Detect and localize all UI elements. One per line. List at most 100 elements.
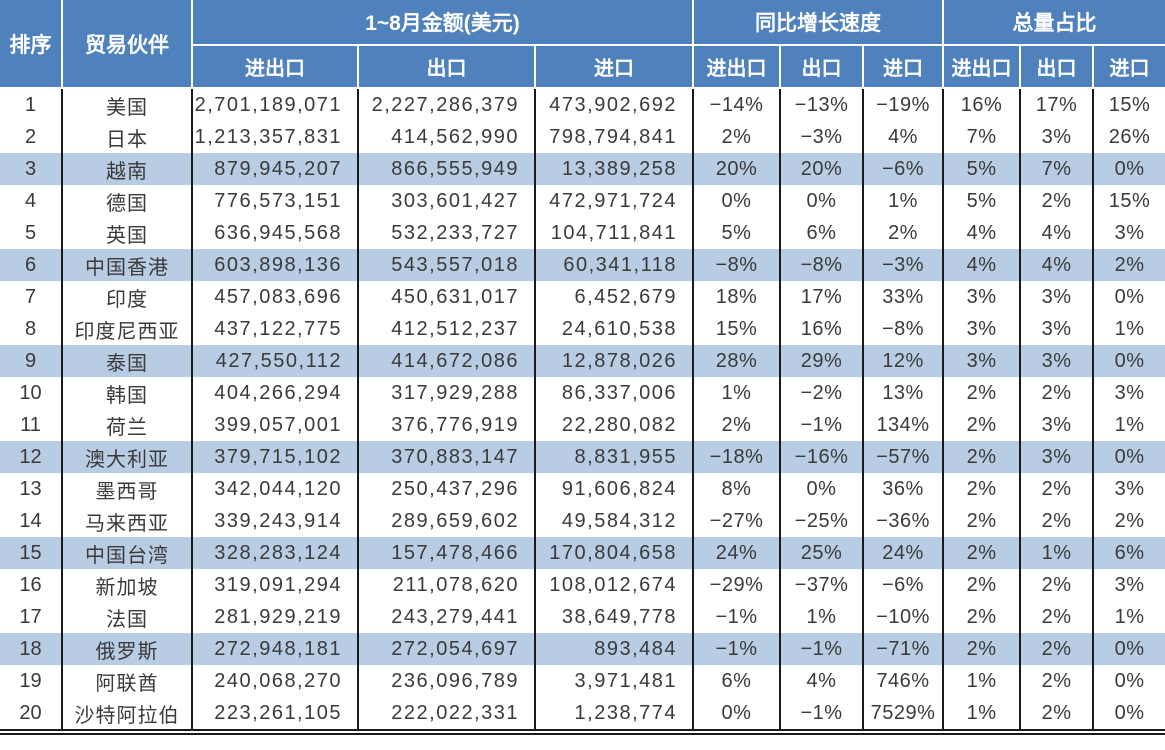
growth-import-cell: −6% [861, 153, 945, 185]
header-share-import: 进口 [1092, 44, 1165, 89]
partner-cell: 新加坡 [61, 569, 193, 601]
growth-import-cell: 13% [861, 377, 945, 409]
amount-export-cell: 450,631,017 [357, 281, 536, 313]
header-growth-import-export: 进出口 [692, 44, 781, 89]
share-export-cell: 3% [1019, 441, 1095, 473]
rank-cell: 19 [0, 665, 63, 697]
header-rank: 排序 [0, 0, 63, 89]
amount-export-cell: 414,672,086 [357, 345, 536, 377]
share-import-cell: 26% [1092, 121, 1165, 153]
share-export-cell: 1% [1019, 537, 1095, 569]
amount-import-export-cell: 223,261,105 [191, 697, 359, 735]
share-export-cell: 3% [1019, 345, 1095, 377]
amount-export-cell: 543,557,018 [357, 249, 536, 281]
header-share-export: 出口 [1019, 44, 1095, 89]
growth-export-cell: 0% [779, 473, 864, 505]
partner-cell: 德国 [61, 185, 193, 217]
rank-cell: 18 [0, 633, 63, 665]
growth-export-cell: −16% [779, 441, 864, 473]
growth-import-cell: −57% [861, 441, 945, 473]
rank-cell: 5 [0, 217, 63, 249]
table-row: 9 泰国 427,550,112 414,672,086 12,878,026 28% 29… [0, 345, 1165, 377]
growth-import-export-cell: −1% [692, 633, 781, 665]
partner-cell: 泰国 [61, 345, 193, 377]
share-import-export-cell: 4% [942, 249, 1022, 281]
growth-import-export-cell: −14% [692, 88, 781, 121]
rank-cell: 4 [0, 185, 63, 217]
growth-import-export-cell: 1% [692, 377, 781, 409]
amount-import-cell: 8,831,955 [534, 441, 694, 473]
share-import-export-cell: 2% [942, 537, 1022, 569]
share-import-export-cell: 1% [942, 665, 1022, 697]
amount-export-cell: 414,562,990 [357, 121, 536, 153]
amount-export-cell: 866,555,949 [357, 153, 536, 185]
share-export-cell: 2% [1019, 473, 1095, 505]
partner-cell: 英国 [61, 217, 193, 249]
growth-import-cell: 12% [861, 345, 945, 377]
table-row: 7 印度 457,083,696 450,631,017 6,452,679 18% 17%… [0, 281, 1165, 313]
rank-cell: 9 [0, 345, 63, 377]
rank-cell: 20 [0, 697, 63, 735]
table-row: 20 沙特阿拉伯 223,261,105 222,022,331 1,238,774 0%… [0, 697, 1165, 735]
rank-cell: 13 [0, 473, 63, 505]
partner-cell: 墨西哥 [61, 473, 193, 505]
amount-import-cell: 3,971,481 [534, 665, 694, 697]
growth-import-cell: 36% [861, 473, 945, 505]
share-import-cell: 0% [1092, 345, 1165, 377]
growth-import-cell: 1% [861, 185, 945, 217]
share-import-cell: 6% [1092, 537, 1165, 569]
growth-import-export-cell: 24% [692, 537, 781, 569]
rank-cell: 16 [0, 569, 63, 601]
amount-import-export-cell: 328,283,124 [191, 537, 359, 569]
share-import-export-cell: 2% [942, 473, 1022, 505]
amount-import-export-cell: 379,715,102 [191, 441, 359, 473]
amount-import-cell: 12,878,026 [534, 345, 694, 377]
share-import-cell: 15% [1092, 88, 1165, 121]
share-import-export-cell: 2% [942, 569, 1022, 601]
amount-import-export-cell: 272,948,181 [191, 633, 359, 665]
table-row: 10 韩国 404,266,294 317,929,288 86,337,006 1% −2… [0, 377, 1165, 409]
partner-cell: 越南 [61, 153, 193, 185]
partner-cell: 法国 [61, 601, 193, 633]
table-header: 排序 贸易伙伴 1~8月金额(美元) 同比增长速度 总量占比 进出口 出口 进口… [0, 0, 1165, 89]
share-export-cell: 4% [1019, 217, 1095, 249]
share-import-export-cell: 2% [942, 505, 1022, 537]
amount-import-cell: 893,484 [534, 633, 694, 665]
share-import-export-cell: 3% [942, 313, 1022, 345]
growth-import-cell: 134% [861, 409, 945, 441]
amount-import-export-cell: 603,898,136 [191, 249, 359, 281]
amount-import-export-cell: 342,044,120 [191, 473, 359, 505]
amount-import-cell: 473,902,692 [534, 88, 694, 121]
growth-import-cell: −6% [861, 569, 945, 601]
amount-export-cell: 236,096,789 [357, 665, 536, 697]
header-partner: 贸易伙伴 [61, 0, 193, 89]
amount-import-cell: 60,341,118 [534, 249, 694, 281]
amount-export-cell: 2,227,286,379 [357, 88, 536, 121]
growth-import-cell: 4% [861, 121, 945, 153]
growth-import-export-cell: −8% [692, 249, 781, 281]
amount-import-cell: 6,452,679 [534, 281, 694, 313]
table-row: 19 阿联酋 240,068,270 236,096,789 3,971,481 6% 4%… [0, 665, 1165, 697]
growth-import-cell: −10% [861, 601, 945, 633]
share-import-cell: 0% [1092, 281, 1165, 313]
growth-import-cell: −71% [861, 633, 945, 665]
partner-cell: 沙特阿拉伯 [61, 697, 193, 735]
growth-export-cell: 20% [779, 153, 864, 185]
share-import-cell: 0% [1092, 441, 1165, 473]
growth-import-export-cell: 5% [692, 217, 781, 249]
rank-cell: 2 [0, 121, 63, 153]
amount-import-cell: 170,804,658 [534, 537, 694, 569]
growth-import-export-cell: 6% [692, 665, 781, 697]
share-export-cell: 3% [1019, 409, 1095, 441]
table-row: 2 日本 1,213,357,831 414,562,990 798,794,841 2%… [0, 121, 1165, 153]
amount-import-cell: 798,794,841 [534, 121, 694, 153]
amount-export-cell: 376,776,919 [357, 409, 536, 441]
share-import-cell: 1% [1092, 601, 1165, 633]
growth-import-cell: 24% [861, 537, 945, 569]
amount-import-export-cell: 319,091,294 [191, 569, 359, 601]
partner-cell: 韩国 [61, 377, 193, 409]
growth-export-cell: −37% [779, 569, 864, 601]
amount-import-export-cell: 339,243,914 [191, 505, 359, 537]
amount-export-cell: 532,233,727 [357, 217, 536, 249]
rank-cell: 10 [0, 377, 63, 409]
